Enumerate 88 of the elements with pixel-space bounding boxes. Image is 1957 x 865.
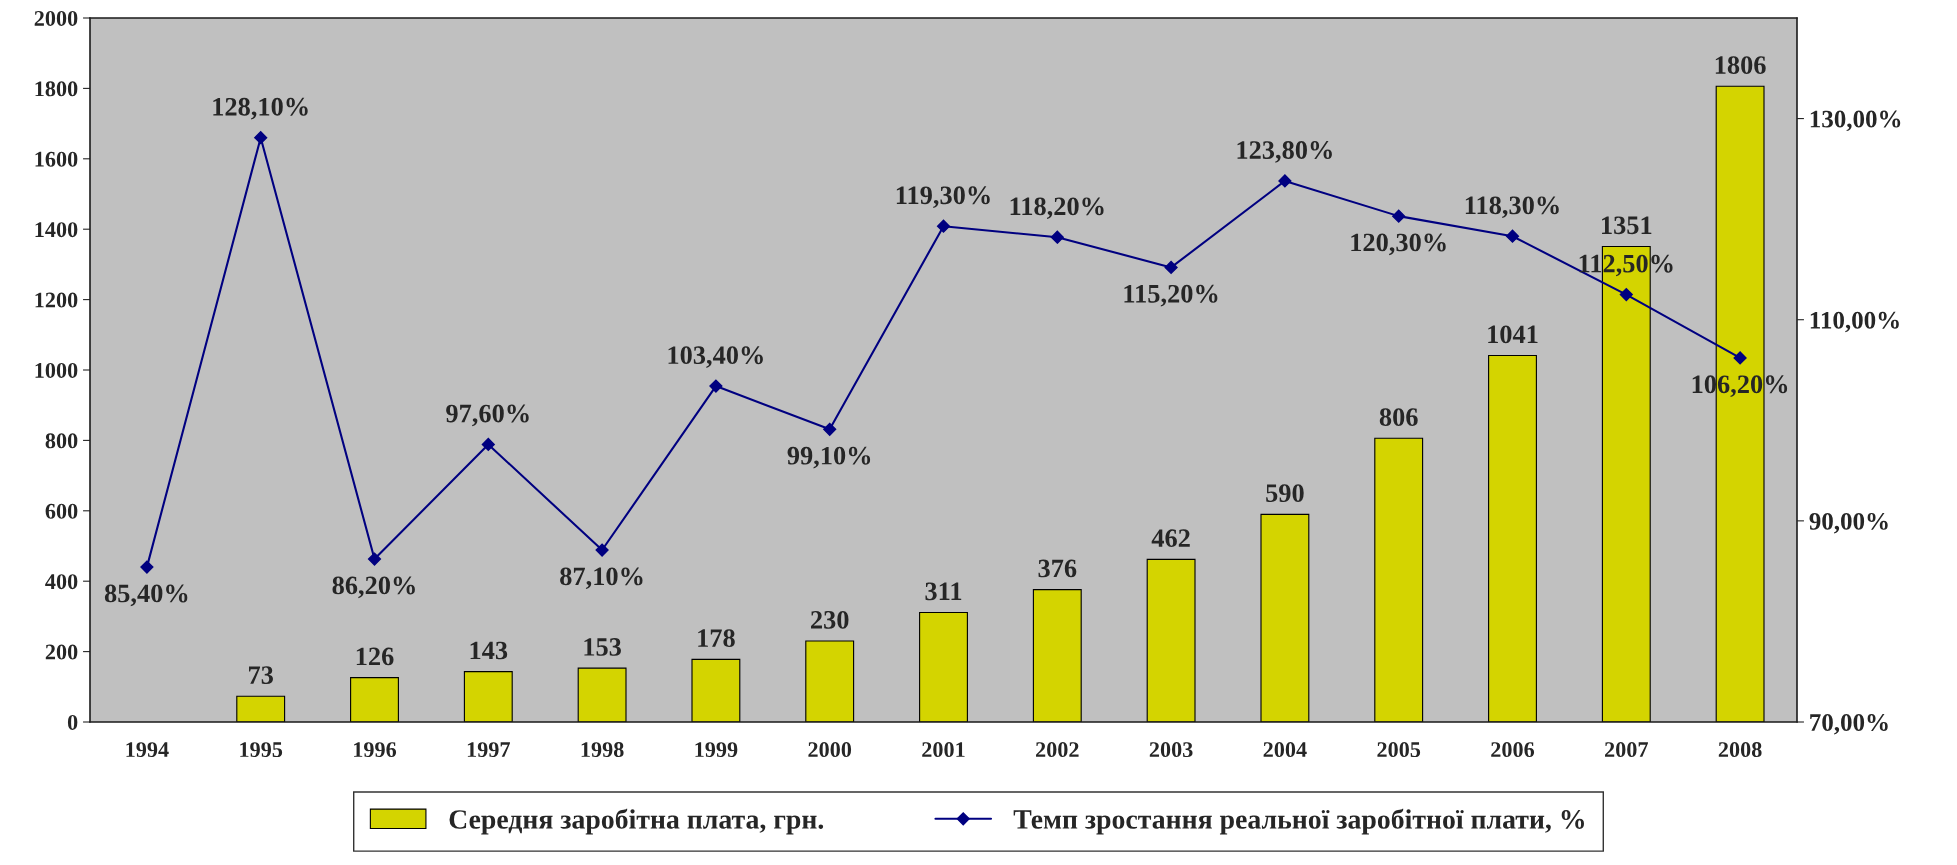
point	[595, 543, 609, 557]
y-tick-label: 200	[45, 644, 78, 660]
bar	[1374, 437, 1424, 722]
x-tick-label: 1994	[126, 742, 169, 758]
point	[1733, 351, 1747, 365]
y-tick-label: 1400	[35, 222, 78, 238]
y-tick-label: 1000	[35, 362, 78, 378]
bar	[1032, 589, 1082, 722]
data-label: 73	[249, 666, 273, 684]
x-tick-label: 1999	[695, 742, 738, 758]
data-label: 128,10%	[213, 97, 308, 120]
point	[1619, 287, 1633, 302]
point	[1505, 229, 1520, 243]
data-label: 1806	[1715, 56, 1766, 74]
y-tick-label: 800	[45, 433, 78, 449]
y-tick-label: 600	[45, 503, 78, 519]
point	[1050, 230, 1064, 244]
point	[367, 552, 382, 566]
data-label: 806	[1379, 408, 1418, 426]
x-tick-label: 2004	[1263, 742, 1307, 758]
data-label: 153	[584, 638, 621, 656]
y2-tick-label: 70,00%	[1810, 714, 1888, 735]
bar	[805, 640, 855, 722]
y2-tick-label: 130,00%	[1810, 110, 1901, 132]
y-tick-label: 400	[45, 574, 78, 590]
data-label: 106,20%	[1692, 375, 1788, 397]
data-label: 1351	[1602, 216, 1652, 235]
x-tick-label: 1998	[581, 742, 624, 758]
data-label: 118,20%	[1010, 197, 1104, 220]
data-label: 87,10%	[560, 567, 643, 590]
data-label: 97,60%	[446, 404, 529, 427]
data-label: 178	[698, 629, 735, 648]
y2-tick-label: 110,00%	[1810, 311, 1899, 333]
y-tick-label: 1200	[35, 292, 78, 308]
y2-tick-label: 90,00%	[1809, 512, 1888, 534]
x-tick-label: 2001	[922, 742, 965, 758]
point	[481, 437, 495, 452]
data-label: 311	[925, 582, 962, 601]
x-tick-label: 2002	[1036, 742, 1079, 758]
point	[1392, 209, 1406, 223]
data-label: 118,30%	[1465, 196, 1559, 219]
data-label: 85,40%	[104, 584, 188, 607]
data-label: 119,30%	[896, 186, 990, 208]
y-tick-label: 2000	[34, 10, 78, 26]
bar	[691, 658, 741, 722]
y-tick-label: 0	[67, 714, 78, 730]
bar	[463, 671, 513, 722]
y-tick-label: 1600	[35, 151, 78, 167]
data-label: 230	[811, 610, 849, 629]
x-tick-label: 2005	[1377, 742, 1421, 758]
bar	[577, 667, 627, 722]
point	[254, 131, 268, 145]
data-label: 120,30%	[1351, 233, 1446, 256]
data-label: 123,80%	[1237, 141, 1332, 163]
x-tick-label: 2000	[808, 742, 852, 758]
point	[823, 422, 837, 436]
point	[1278, 174, 1292, 188]
x-tick-label: 1996	[354, 742, 397, 758]
data-label: 1041	[1488, 325, 1538, 344]
data-label: 462	[1151, 529, 1190, 548]
point	[1164, 260, 1178, 275]
legend-label: Темп зростання реальної заробітної плати, %	[1013, 808, 1584, 835]
y-tick-label: 1800	[35, 81, 78, 97]
x-tick-label: 2008	[1718, 742, 1762, 758]
bar	[1260, 513, 1310, 722]
data-label: 115,20%	[1124, 284, 1218, 307]
data-label: 376	[1038, 559, 1077, 578]
x-tick-label: 1997	[467, 742, 510, 758]
data-label: 112,50%	[1579, 254, 1673, 277]
data-label: 590	[1266, 484, 1304, 503]
data-label: 86,20%	[332, 576, 415, 599]
point	[936, 219, 951, 233]
x-tick-label: 2007	[1605, 742, 1648, 758]
bar	[1146, 558, 1196, 722]
legend-label: Середня заробітна плата, грн.	[449, 808, 824, 835]
data-label: 103,40%	[668, 346, 763, 368]
bar	[350, 677, 399, 722]
bar	[236, 695, 286, 722]
x-tick-label: 2006	[1491, 742, 1535, 758]
data-label: 99,10%	[787, 446, 871, 469]
point	[709, 379, 723, 393]
bar	[919, 611, 968, 722]
data-label: 143	[470, 641, 508, 660]
data-label: 126	[356, 647, 394, 666]
x-tick-label: 2003	[1149, 742, 1193, 758]
bar	[1488, 355, 1537, 722]
x-tick-label: 1995	[240, 742, 283, 758]
point	[140, 560, 154, 574]
